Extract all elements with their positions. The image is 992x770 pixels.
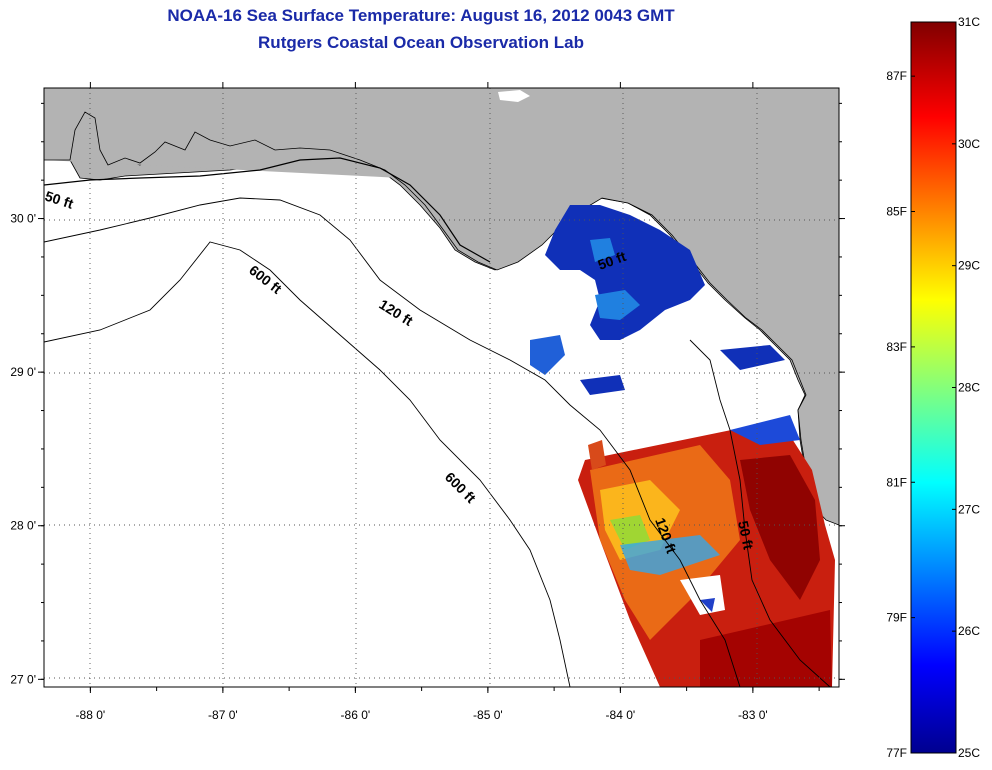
lon-tick-label: -86 0' — [341, 708, 371, 722]
fahrenheit-label: 83F — [886, 340, 907, 354]
fahrenheit-scale: 87F 85F 83F 81F 79F 77F — [886, 69, 915, 760]
sst-satellite-swath — [530, 205, 835, 687]
longitude-axis: -88 0' -87 0' -86 0' -85 0' -84 0' -83 0' — [76, 82, 820, 722]
map-title: NOAA-16 Sea Surface Temperature: August … — [167, 6, 675, 25]
celsius-label: 27C — [958, 502, 980, 516]
lon-tick-label: -87 0' — [208, 708, 238, 722]
celsius-label: 28C — [958, 381, 980, 395]
map-panel — [43, 87, 840, 688]
fahrenheit-label: 85F — [886, 205, 907, 219]
celsius-label: 31C — [958, 15, 980, 29]
map-frame — [43, 87, 840, 688]
celsius-label: 25C — [958, 746, 980, 760]
bathymetry-contours — [44, 157, 831, 687]
lat-tick-label: 29 0' — [10, 365, 36, 379]
celsius-label: 30C — [958, 137, 980, 151]
lon-tick-label: -85 0' — [473, 708, 503, 722]
celsius-label: 29C — [958, 259, 980, 273]
latitude-axis: 30 0' 29 0' 28 0' 27 0' — [10, 102, 845, 686]
lat-tick-label: 30 0' — [10, 212, 36, 226]
contour-label: 50 ft — [735, 519, 757, 551]
lon-tick-label: -88 0' — [76, 708, 106, 722]
fahrenheit-label: 81F — [886, 475, 907, 489]
lon-tick-label: -83 0' — [738, 708, 768, 722]
fahrenheit-label: 77F — [886, 746, 907, 760]
fahrenheit-label: 87F — [886, 69, 907, 83]
celsius-scale: 31C 30C 29C 28C 27C 26C 25C — [952, 15, 980, 760]
temperature-colorbar: 31C 30C 29C 28C 27C 26C 25C 87F 85F 83F 81F 79F 77F — [886, 15, 980, 760]
lat-tick-label: 27 0' — [10, 672, 36, 686]
lon-tick-label: -84 0' — [606, 708, 636, 722]
colorbar-gradient — [910, 21, 957, 754]
lat-tick-label: 28 0' — [10, 519, 36, 533]
celsius-label: 26C — [958, 624, 980, 638]
map-subtitle: Rutgers Coastal Ocean Observation Lab — [258, 33, 584, 52]
fahrenheit-label: 79F — [886, 611, 907, 625]
